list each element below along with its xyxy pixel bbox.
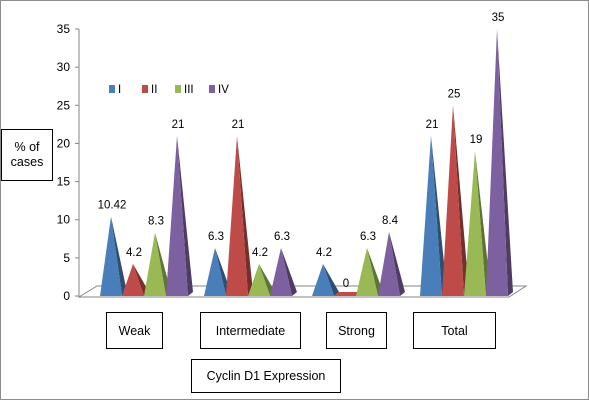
cone-side-total-iii <box>475 151 491 296</box>
category-box-total: Total <box>413 312 496 349</box>
legend-swatch-iv <box>209 85 215 93</box>
cone-strong-iv <box>378 231 400 296</box>
legend-swatch-i <box>109 85 115 93</box>
y-tick-label-5: 25 <box>57 98 71 112</box>
cone-side-total-i <box>431 135 447 296</box>
cone-intermediate-ii <box>226 135 248 296</box>
legend-label-i: I <box>118 84 121 96</box>
data-label-strong-i: 4.2 <box>316 247 332 259</box>
data-label-strong-ii: 0 <box>343 278 349 290</box>
cone-side-total-ii <box>453 105 469 297</box>
data-label-weak-ii: 4.2 <box>126 247 142 259</box>
cone-side-intermediate-iii <box>259 263 275 296</box>
cone-side-weak-ii <box>133 263 149 296</box>
category-box-intermediate: Intermediate <box>200 312 301 349</box>
cone-side-intermediate-iv <box>281 247 297 296</box>
cone-side-weak-iv <box>177 135 193 296</box>
cone-side-weak-iii <box>155 232 171 296</box>
cone-weak-ii <box>122 263 144 296</box>
y-tick-label-2: 10 <box>57 213 71 227</box>
cone-weak-iv <box>166 135 188 296</box>
cone-intermediate-i <box>204 247 226 296</box>
data-label-strong-iv: 8.4 <box>382 215 399 227</box>
y-tick-label-3: 15 <box>57 175 71 189</box>
cone-weak-i <box>100 216 122 296</box>
data-label-weak-iv: 21 <box>172 119 185 131</box>
cone-weak-iii <box>144 232 166 296</box>
cone-strong-ii <box>334 292 361 296</box>
y-tick-label-0: 0 <box>63 289 70 303</box>
y-tick-label-6: 30 <box>57 60 71 74</box>
category-box-weak: Weak <box>106 312 163 349</box>
cone-total-i <box>420 135 442 296</box>
data-label-total-i: 21 <box>426 119 439 131</box>
data-label-intermediate-ii: 21 <box>232 119 245 131</box>
cone-side-intermediate-ii <box>237 135 253 296</box>
cone-total-iii <box>464 151 486 296</box>
x-axis-label: Cyclin D1 Expression <box>191 359 341 393</box>
category-box-strong: Strong <box>326 312 387 349</box>
legend-label-iv: IV <box>218 84 229 96</box>
cone-strong-iii <box>356 247 378 296</box>
data-label-weak-iii: 8.3 <box>148 216 164 228</box>
y-tick-label-1: 5 <box>63 251 70 265</box>
cone-total-ii <box>442 105 464 297</box>
y-tick-label-4: 20 <box>57 136 71 150</box>
data-label-total-ii: 25 <box>448 88 461 100</box>
cone-intermediate-iii <box>248 263 270 296</box>
y-axis-label: % of cases <box>1 129 53 181</box>
legend-swatch-iii <box>175 85 181 93</box>
cone-intermediate-iv <box>270 247 292 296</box>
data-label-intermediate-iii: 4.2 <box>252 247 268 259</box>
cone-side-strong-i <box>323 263 339 296</box>
data-label-weak-i: 10.42 <box>98 200 127 212</box>
cone-total-iv <box>486 29 508 296</box>
data-label-intermediate-iv: 6.3 <box>274 231 290 243</box>
cone-side-strong-iv <box>389 231 405 296</box>
legend-label-ii: II <box>151 84 157 96</box>
cone-strong-i <box>312 263 334 296</box>
y-tick-label-7: 35 <box>57 22 71 36</box>
cone-side-total-iv <box>497 29 513 296</box>
data-label-intermediate-i: 6.3 <box>208 231 224 243</box>
data-label-strong-iii: 6.3 <box>360 231 376 243</box>
cone-side-weak-i <box>111 216 127 296</box>
cone-side-strong-iii <box>367 247 383 296</box>
data-label-total-iii: 19 <box>470 134 483 146</box>
data-label-total-iv: 35 <box>492 12 505 24</box>
legend-label-iii: III <box>184 84 194 96</box>
legend-swatch-ii <box>142 85 148 93</box>
